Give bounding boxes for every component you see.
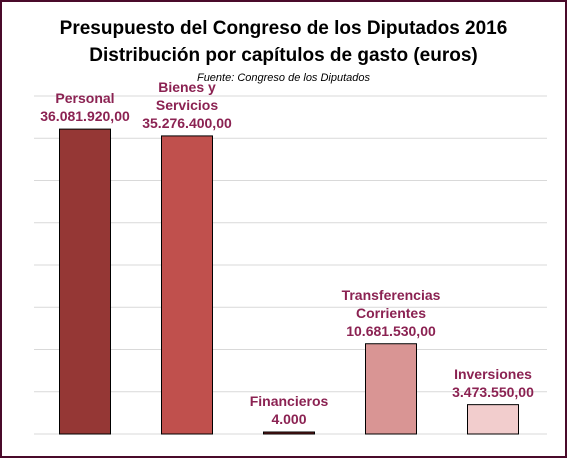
bar-4 [467,404,519,435]
chart-title-line2: Distribución por capítulos de gasto (eur… [89,45,478,66]
bar-label-0: Personal 36.081.920,00 [0,89,185,125]
value-label: 4.000 [271,411,307,427]
category-label: Servicios [155,96,219,113]
bar-label-2: Financieros 4.000 [189,392,389,428]
bar-1 [161,135,213,435]
chart-source: Fuente: Congreso de los Diputados [196,72,371,84]
bar-0 [59,128,111,435]
value-label: 35.276.400,00 [142,114,232,131]
category-label: Financieros [249,393,329,409]
bar-label-4: Inversiones 3.473.550,00 [393,365,567,401]
category-label: Inversiones [454,365,532,382]
category-label: Personal [55,90,115,107]
bar-3 [365,343,417,435]
bar-label-3: Transferencias Corrientes 10.681.530,00 [291,286,491,340]
value-label: 36.081.920,00 [40,108,130,125]
category-label: Corrientes [355,304,427,321]
value-label: 10.681.530,00 [346,322,436,339]
category-label: Bienes y [158,78,216,95]
bar-label-1: Bienes y Servicios 35.276.400,00 [87,78,287,132]
chart-title-line1: Presupuesto del Congreso de los Diputado… [59,18,508,39]
bar-2 [263,431,315,435]
category-label: Transferencias [341,286,441,303]
value-label: 3.473.550,00 [452,383,534,400]
